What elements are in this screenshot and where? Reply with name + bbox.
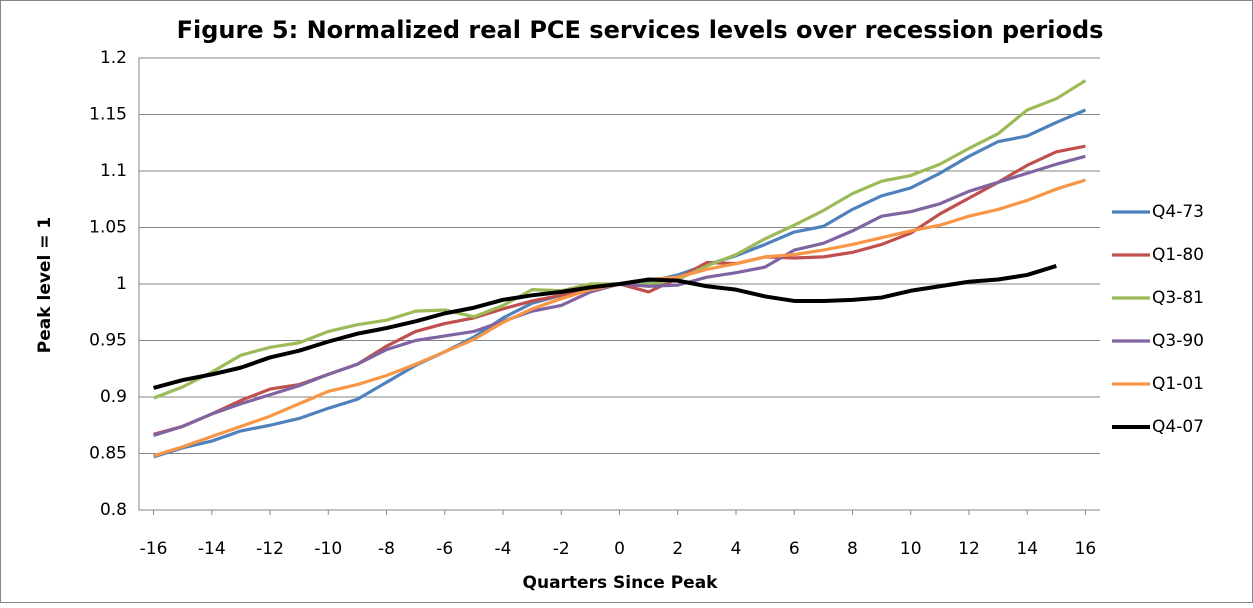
legend-label: Q3-90 [1152,331,1204,351]
y-axis-title: Peak level = 1 [35,217,55,353]
y-tick-label: 1.1 [100,161,127,181]
x-tick-label: 8 [847,539,858,559]
legend-label: Q1-80 [1152,245,1204,265]
x-tick-label: 4 [731,539,742,559]
y-tick-label: 1.05 [89,218,127,238]
x-tick-label: 0 [614,539,625,559]
y-tick-label: 1.15 [89,105,127,125]
x-tick-label: -12 [256,539,284,559]
x-tick-label: -14 [198,539,226,559]
x-tick-label: 14 [1016,539,1038,559]
x-tick-label: -8 [378,539,395,559]
x-tick-label: 2 [672,539,683,559]
x-tick-label: 10 [900,539,922,559]
y-tick-label: 0.8 [100,500,127,520]
y-tick-label: 0.9 [100,387,127,407]
x-tick-label: 16 [1075,539,1097,559]
x-tick-label: -4 [495,539,512,559]
y-tick-label: 1 [116,274,127,294]
x-tick-label: 6 [789,539,800,559]
x-tick-label: -2 [553,539,570,559]
y-tick-label: 1.2 [100,48,127,68]
x-tick-label: -16 [140,539,168,559]
y-tick-label: 0.85 [89,444,127,464]
y-tick-label: 0.95 [89,331,127,351]
x-tick-label: -6 [436,539,453,559]
legend-label: Q4-73 [1152,202,1204,222]
legend-label: Q1-01 [1152,374,1204,394]
legend-label: Q4-07 [1152,417,1204,437]
chart-title: Figure 5: Normalized real PCE services l… [177,16,1104,44]
x-tick-label: -10 [314,539,342,559]
x-axis-title: Quarters Since Peak [523,573,719,593]
legend-label: Q3-81 [1152,288,1204,308]
x-tick-label: 12 [958,539,980,559]
series-line [153,264,1057,390]
